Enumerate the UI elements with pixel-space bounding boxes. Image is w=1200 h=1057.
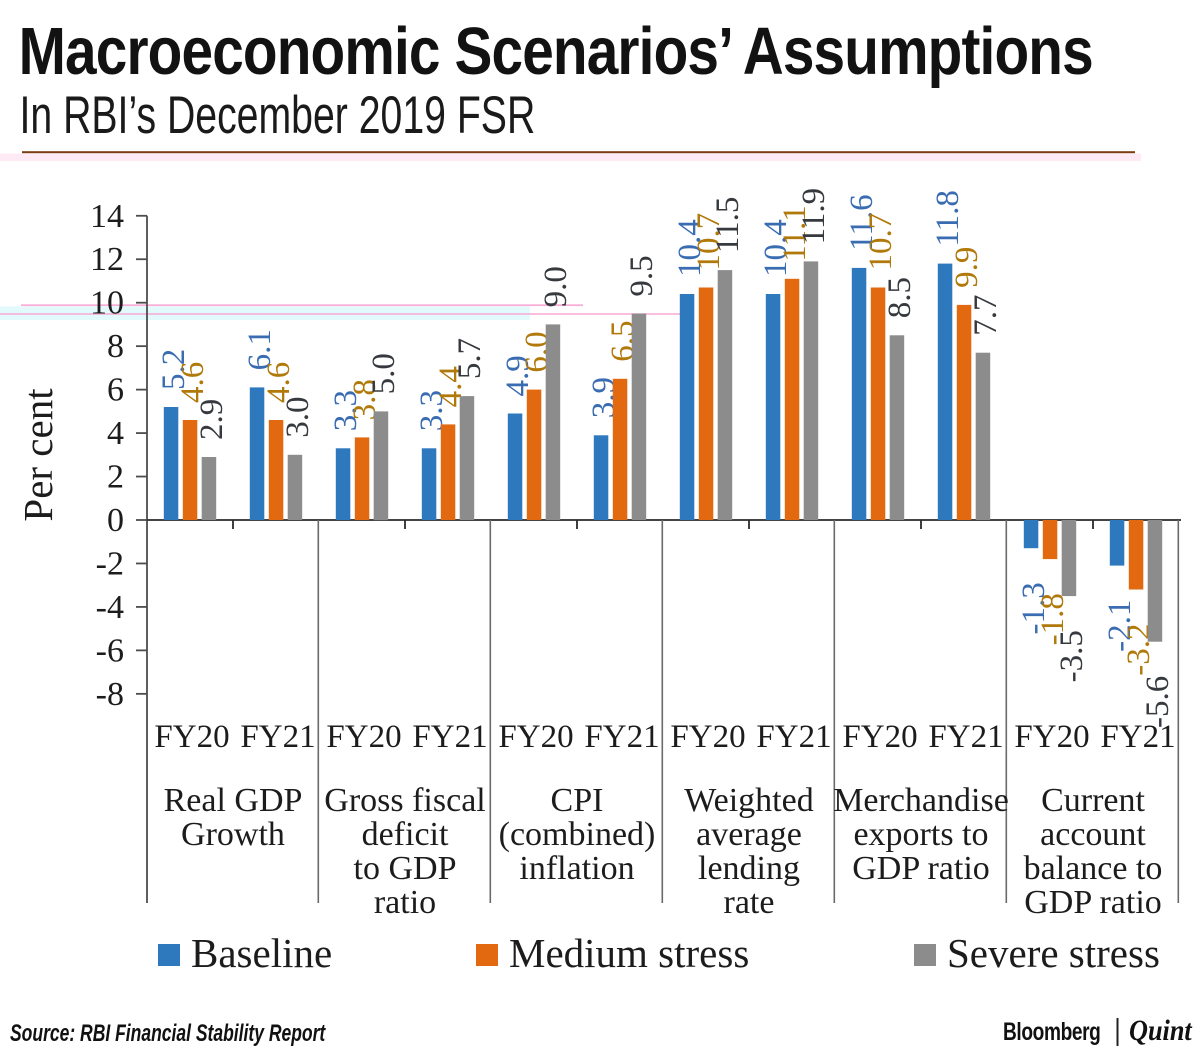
svg-text:FY20: FY20 (326, 719, 401, 755)
svg-text:11.5: 11.5 (710, 197, 746, 254)
svg-text:FY20: FY20 (154, 719, 229, 755)
svg-text:Real GDP: Real GDP (164, 782, 303, 819)
svg-text:2.9: 2.9 (194, 399, 230, 440)
svg-text:FY21: FY21 (1100, 719, 1175, 755)
svg-text:ratio: ratio (374, 884, 436, 921)
svg-text:to GDP: to GDP (354, 850, 457, 887)
svg-text:Macroeconomic Scenarios’ Assum: Macroeconomic Scenarios’ Assumptions (19, 15, 1093, 89)
svg-text:FY21: FY21 (756, 719, 831, 755)
svg-text:Bloomberg: Bloomberg (1003, 1018, 1100, 1046)
svg-text:Gross fiscal: Gross fiscal (324, 782, 485, 819)
svg-text:exports to: exports to (853, 816, 988, 853)
svg-text:2: 2 (107, 459, 124, 496)
svg-text:FY20: FY20 (670, 719, 745, 755)
svg-text:10.7: 10.7 (863, 213, 899, 271)
svg-text:11.6: 11.6 (844, 194, 880, 251)
svg-text:4.6: 4.6 (175, 362, 211, 403)
svg-text:12: 12 (90, 241, 124, 278)
svg-text:FY20: FY20 (498, 719, 573, 755)
svg-text:FY21: FY21 (928, 719, 1003, 755)
svg-text:inflation: inflation (519, 850, 634, 887)
svg-text:balance to: balance to (1024, 850, 1163, 887)
svg-text:GDP ratio: GDP ratio (1024, 884, 1162, 921)
svg-text:-1.3: -1.3 (1016, 582, 1052, 634)
svg-text:-6: -6 (96, 632, 124, 669)
svg-text:10.4: 10.4 (672, 219, 708, 277)
svg-text:In RBI’s December 2019 FSR: In RBI’s December 2019 FSR (20, 85, 536, 144)
svg-text:11.1: 11.1 (777, 205, 813, 262)
svg-text:-4: -4 (96, 589, 124, 626)
svg-text:10: 10 (90, 285, 124, 322)
svg-text:-3.5: -3.5 (1054, 630, 1090, 682)
svg-text:6.1: 6.1 (242, 329, 278, 370)
svg-text:7.7: 7.7 (968, 294, 1004, 335)
svg-text:11.9: 11.9 (796, 188, 832, 245)
svg-text:Current: Current (1041, 782, 1145, 819)
svg-text:5.0: 5.0 (366, 353, 402, 394)
svg-text:Per cent: Per cent (15, 388, 61, 522)
svg-text:4: 4 (107, 415, 124, 452)
svg-text:Quint: Quint (1129, 1014, 1193, 1047)
svg-text:8: 8 (107, 328, 124, 365)
svg-text:14: 14 (90, 198, 124, 235)
svg-text:Merchandise: Merchandise (833, 782, 1009, 819)
svg-text:lending: lending (698, 850, 800, 887)
svg-text:Weighted: Weighted (684, 782, 813, 819)
svg-text:-2.1: -2.1 (1102, 600, 1138, 652)
svg-text:GDP ratio: GDP ratio (852, 850, 990, 887)
svg-text:rate: rate (724, 884, 775, 921)
svg-text:-8: -8 (96, 676, 124, 713)
svg-text:0: 0 (107, 502, 124, 539)
svg-text:FY20: FY20 (842, 719, 917, 755)
svg-text:Baseline: Baseline (191, 930, 332, 976)
svg-text:CPI: CPI (551, 782, 604, 819)
svg-text:account: account (1040, 816, 1146, 853)
svg-text:Severe stress: Severe stress (947, 930, 1160, 976)
svg-text:FY21: FY21 (240, 719, 315, 755)
svg-text:FY21: FY21 (412, 719, 487, 755)
svg-text:10.7: 10.7 (691, 213, 727, 271)
svg-text:average: average (696, 816, 802, 853)
svg-text:8.5: 8.5 (882, 277, 918, 318)
svg-text:9.5: 9.5 (624, 255, 660, 296)
svg-text:FY21: FY21 (584, 719, 659, 755)
svg-text:5.2: 5.2 (156, 349, 192, 390)
svg-text:deficit: deficit (362, 816, 449, 853)
svg-text:5.7: 5.7 (452, 338, 488, 379)
svg-text:3.3: 3.3 (328, 390, 364, 431)
svg-text:6: 6 (107, 372, 124, 409)
svg-text:-1.8: -1.8 (1035, 593, 1071, 645)
svg-text:-5.6: -5.6 (1140, 676, 1176, 728)
svg-text:Medium stress: Medium stress (509, 930, 749, 976)
svg-text:10.4: 10.4 (758, 219, 794, 277)
svg-text:Growth: Growth (181, 816, 285, 853)
svg-text:Source: RBI Financial Stabilit: Source: RBI Financial Stability Report (10, 1020, 326, 1046)
svg-text:(combined): (combined) (499, 816, 656, 853)
svg-text:4.6: 4.6 (261, 362, 297, 403)
svg-text:11.8: 11.8 (930, 190, 966, 247)
svg-text:FY20: FY20 (1014, 719, 1089, 755)
svg-text:9.0: 9.0 (538, 266, 574, 307)
svg-text:-2: -2 (96, 545, 124, 582)
svg-text:3.0: 3.0 (280, 397, 316, 438)
svg-text:9.9: 9.9 (949, 247, 985, 288)
